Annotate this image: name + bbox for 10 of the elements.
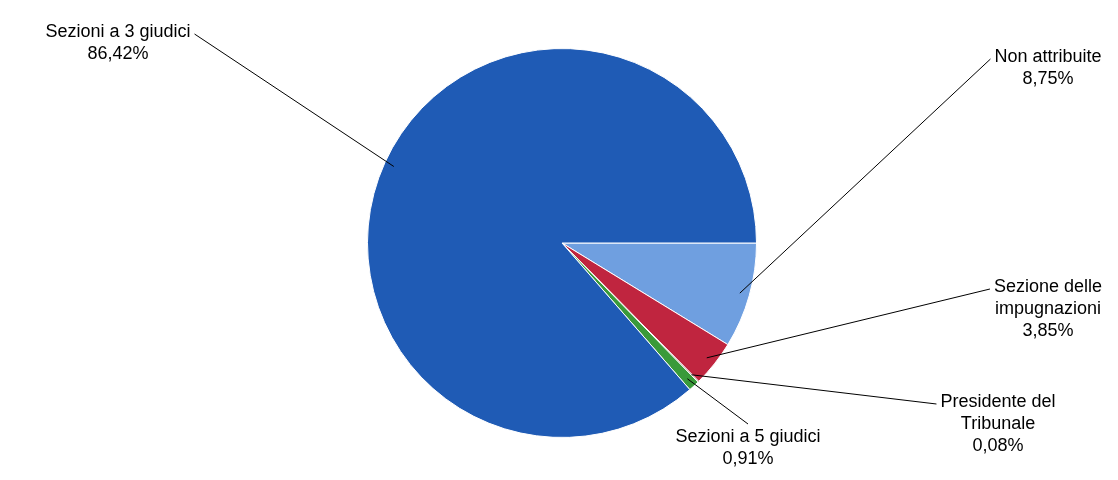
slice-label: Sezioni a 5 giudici xyxy=(675,425,821,446)
data-label: 8,75% xyxy=(1022,67,1074,88)
slice-label: Non attribuite xyxy=(994,45,1102,66)
data-label: 3,85% xyxy=(1022,319,1074,340)
data-label: 0,91% xyxy=(722,447,774,468)
slice-label: Presidente del Tribunale xyxy=(940,390,1056,433)
slice-label: Sezioni a 3 giudici xyxy=(45,20,191,41)
slice-label: Sezione delle impugnazioni xyxy=(993,275,1103,318)
data-label: 0,08% xyxy=(972,434,1024,455)
data-label: 86,42% xyxy=(87,42,149,63)
